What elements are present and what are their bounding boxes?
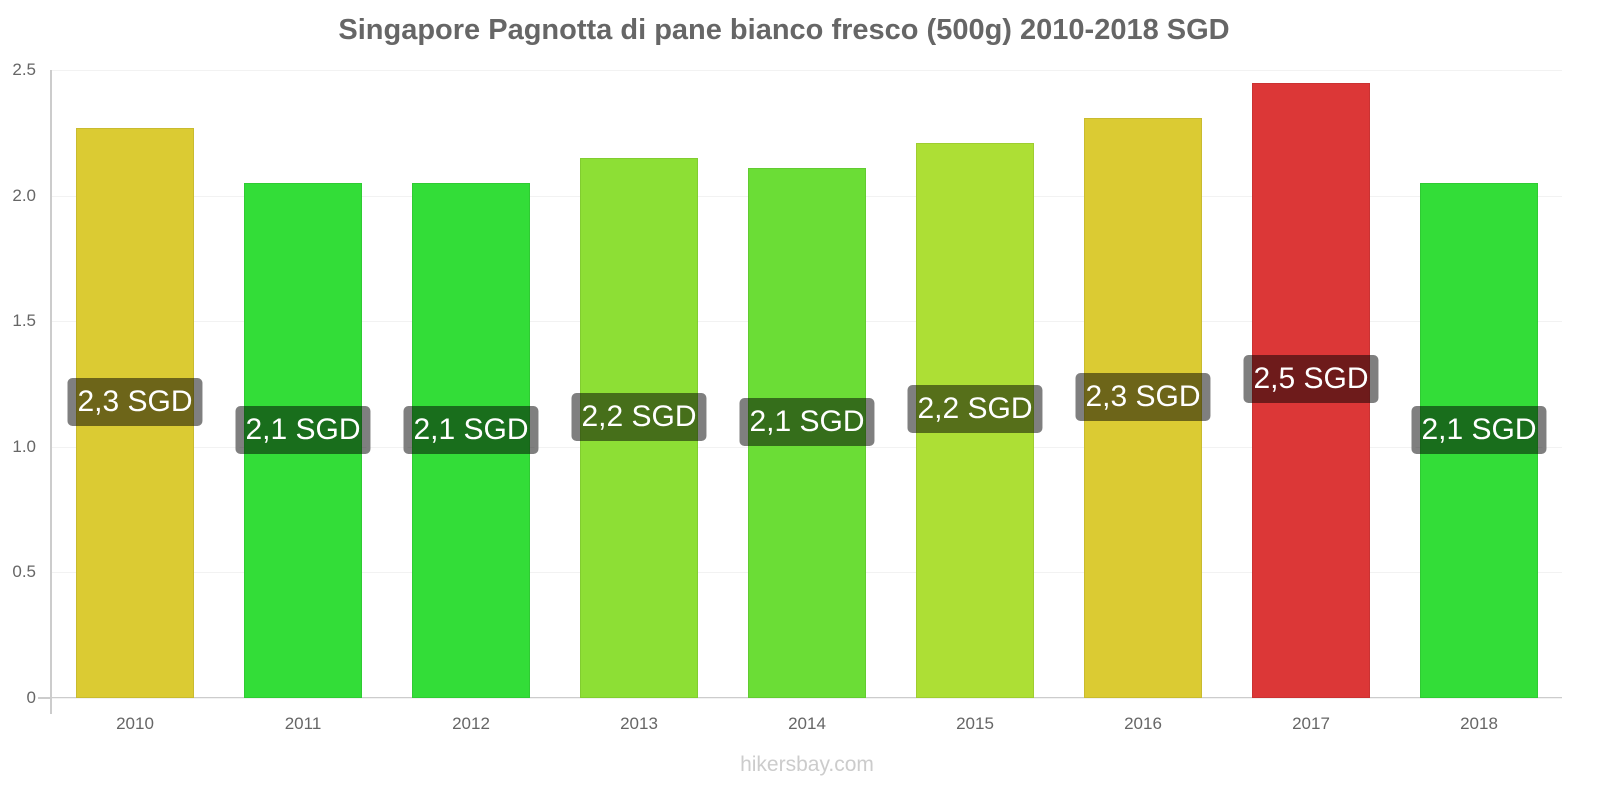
chart-title: Singapore Pagnotta di pane bianco fresco… [338, 14, 1230, 46]
x-tick-label: 2017 [1292, 714, 1330, 733]
data-label: 2,3 SGD [1075, 372, 1211, 421]
data-label: 2,1 SGD [739, 397, 875, 446]
x-tick-label: 2018 [1460, 714, 1498, 733]
y-tick-label: 0.5 [12, 562, 36, 582]
x-tick-label: 2015 [956, 714, 994, 733]
x-tick-label: 2011 [284, 714, 322, 733]
y-tick-label: 2.5 [12, 60, 36, 79]
data-label: 2,2 SGD [571, 392, 707, 441]
data-label: 2,1 SGD [1411, 405, 1547, 454]
data-label: 2,5 SGD [1243, 355, 1379, 404]
y-tick-label: 1.5 [12, 311, 36, 331]
y-tick-label: 2.0 [12, 185, 36, 205]
y-tick-label: 0 [26, 688, 36, 707]
x-tick-label: 2014 [788, 714, 826, 733]
data-label: 2,2 SGD [907, 385, 1043, 434]
y-axis-line [50, 70, 52, 714]
x-tick-label: 2013 [620, 714, 658, 733]
x-tick-label: 2010 [116, 714, 154, 733]
x-tick-label: 2012 [452, 714, 490, 733]
data-label: 2,1 SGD [235, 405, 371, 454]
data-label: 2,3 SGD [67, 377, 203, 426]
x-tick-label: 2016 [1124, 714, 1162, 733]
watermark: hikersbay.com [740, 753, 874, 776]
gridline [52, 698, 1562, 699]
y-tick-label: 1.0 [12, 436, 36, 456]
data-label: 2,1 SGD [403, 405, 539, 454]
gridline [52, 70, 1562, 71]
